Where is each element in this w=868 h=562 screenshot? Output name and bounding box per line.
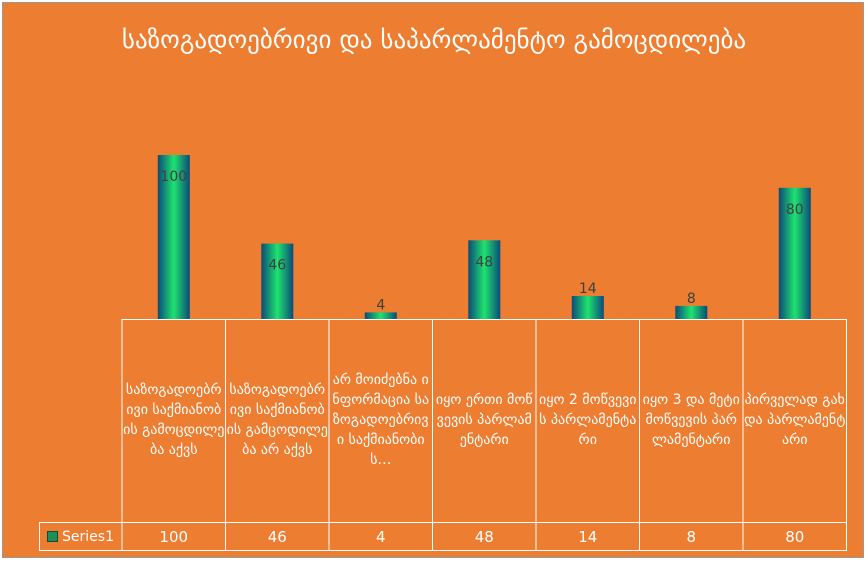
bar-7 (778, 187, 811, 319)
data-label-3: 4 (376, 297, 385, 313)
data-table-grid (39, 319, 847, 551)
legend-entry: Series1 (39, 522, 122, 551)
table-value-1: 100 (159, 527, 189, 546)
data-label-1: 100 (160, 169, 187, 185)
data-label-7: 80 (786, 202, 804, 218)
data-labels-layer: 100 46 4 48 14 8 80 (160, 169, 803, 313)
bars-layer (157, 155, 811, 319)
data-label-4: 48 (475, 254, 493, 270)
data-label-6: 8 (687, 291, 696, 307)
legend-key-icon (47, 531, 59, 542)
data-label-5: 14 (579, 281, 597, 297)
category-label-6: იყო 3 და მეტი მოწვევის პარლამენტარი (642, 392, 740, 448)
bar-2 (261, 243, 294, 319)
chart-title: საზოგადოებრივი და საპარლამენტო გამოცდილე… (121, 25, 747, 54)
table-value-6: 8 (686, 527, 697, 546)
table-value-2: 46 (267, 527, 287, 546)
category-label-4: იყო ერთი მოწვევის პარლამენტარი (435, 392, 533, 448)
category-label-7: პირველად გახდა პარლამენტარი (744, 392, 846, 448)
data-label-2: 46 (268, 258, 286, 274)
category-label-5: იყო 2 მოწვევის პარლამენტარი (538, 392, 637, 448)
bar-1 (157, 155, 190, 319)
category-label-3: არ მოიძებნა ინფორმაცია საზოგადოებრივი სა… (332, 372, 430, 468)
bar-4 (468, 240, 501, 319)
table-value-3: 4 (375, 527, 386, 546)
table-value-5: 14 (578, 527, 598, 546)
bar-5 (571, 296, 604, 319)
bar-6 (675, 305, 708, 319)
legend-label: Series1 (62, 528, 114, 545)
category-label-2: საზოგადოებრივი საქმიანობის გამცოდილება ა… (226, 382, 328, 458)
bar-3 (364, 312, 397, 319)
table-value-4: 48 (474, 527, 494, 546)
category-label-1: საზოგადოებრივი საქმიანობის გამოცდილება ა… (123, 382, 225, 458)
table-value-7: 80 (785, 527, 805, 546)
